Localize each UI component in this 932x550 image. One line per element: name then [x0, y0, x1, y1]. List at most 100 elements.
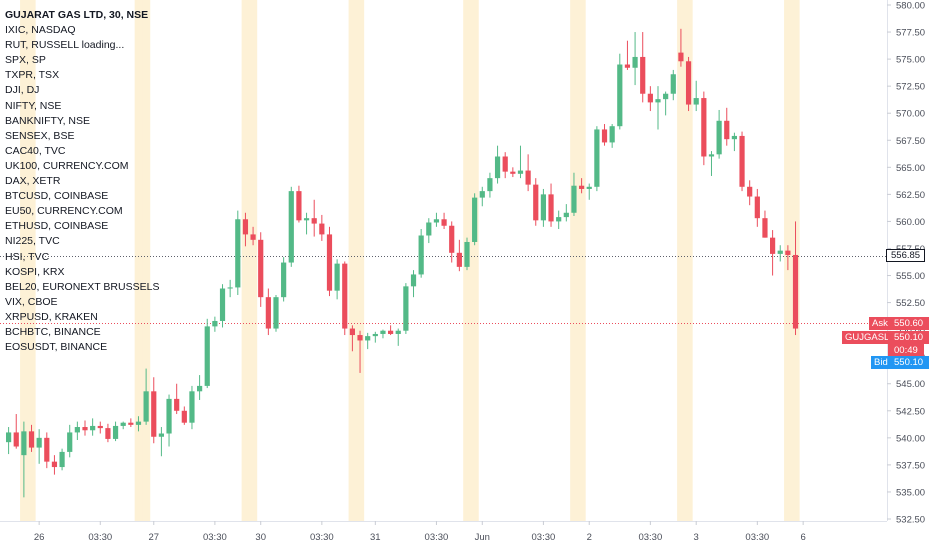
candle[interactable]: [380, 329, 386, 339]
candle[interactable]: [670, 69, 676, 101]
candle[interactable]: [693, 80, 699, 112]
candle[interactable]: [762, 210, 768, 238]
candle[interactable]: [510, 167, 516, 178]
candle[interactable]: [105, 423, 111, 443]
candle[interactable]: [624, 40, 631, 70]
candle[interactable]: [59, 448, 65, 471]
candle[interactable]: [395, 328, 401, 346]
candle[interactable]: [678, 28, 684, 67]
candle[interactable]: [525, 154, 531, 192]
candle[interactable]: [342, 261, 348, 336]
compare-symbol-item[interactable]: VIX, CBOE: [5, 295, 58, 308]
candle[interactable]: [258, 232, 264, 307]
candle[interactable]: [410, 270, 417, 298]
candle[interactable]: [403, 283, 409, 334]
candle[interactable]: [441, 212, 447, 229]
candle[interactable]: [365, 332, 371, 350]
candle[interactable]: [456, 239, 462, 272]
candle[interactable]: [319, 214, 325, 241]
candle[interactable]: [135, 416, 142, 432]
candle[interactable]: [716, 109, 722, 159]
candle[interactable]: [311, 199, 317, 237]
candle[interactable]: [326, 226, 333, 297]
candle[interactable]: [212, 316, 218, 332]
compare-symbol-item[interactable]: DJI, DJ: [5, 84, 40, 97]
candle[interactable]: [571, 172, 577, 217]
candle[interactable]: [349, 325, 355, 352]
candle[interactable]: [418, 228, 424, 278]
candle[interactable]: [6, 427, 12, 455]
compare-symbol-item[interactable]: BANKNIFTY, NSE: [5, 114, 90, 127]
candle[interactable]: [449, 221, 455, 263]
compare-symbol-item[interactable]: HSI, TVC: [5, 250, 50, 263]
candle[interactable]: [601, 124, 608, 146]
candle[interactable]: [303, 212, 310, 235]
time-axis[interactable]: 26 03:30 27 03:30 30 03:30 31 03:30 Jun 03:30 2 03:…: [34, 521, 806, 543]
candle[interactable]: [334, 259, 340, 300]
candle[interactable]: [502, 152, 508, 179]
candle[interactable]: [288, 186, 294, 267]
candle[interactable]: [82, 420, 88, 436]
compare-symbol-item[interactable]: NIFTY, NSE: [5, 99, 62, 112]
candle[interactable]: [90, 418, 96, 436]
candle[interactable]: [74, 421, 80, 441]
candle[interactable]: [273, 295, 279, 332]
candle[interactable]: [663, 91, 669, 116]
compare-symbol-item[interactable]: RUT, RUSSELL loading...: [5, 39, 125, 52]
candle[interactable]: [219, 284, 226, 328]
candle[interactable]: [357, 330, 363, 373]
candle[interactable]: [739, 131, 745, 192]
candle[interactable]: [487, 172, 493, 198]
compare-symbol-item[interactable]: NI225, TVC: [5, 235, 60, 248]
candle[interactable]: [51, 455, 58, 475]
candle[interactable]: [151, 377, 157, 444]
candle[interactable]: [242, 212, 249, 247]
candle[interactable]: [708, 151, 715, 176]
candle[interactable]: [426, 218, 432, 244]
compare-symbol-item[interactable]: DAX, XETR: [5, 175, 61, 188]
candle[interactable]: [143, 368, 149, 425]
candle[interactable]: [731, 132, 737, 152]
compare-symbol-item[interactable]: SENSEX, BSE: [5, 129, 75, 142]
candle[interactable]: [685, 56, 692, 112]
candle[interactable]: [128, 418, 134, 428]
compare-symbol-item[interactable]: EOSUSDT, BINANCE: [5, 341, 108, 354]
candle[interactable]: [97, 421, 103, 434]
candle[interactable]: [36, 429, 42, 464]
candle[interactable]: [174, 383, 180, 415]
compare-symbol-item[interactable]: EU50, CURRENCY.COM: [5, 205, 123, 218]
candle[interactable]: [296, 185, 302, 223]
candle[interactable]: [563, 204, 569, 222]
candle[interactable]: [479, 186, 485, 207]
candles[interactable]: [6, 28, 799, 498]
candle[interactable]: [770, 230, 776, 276]
candle[interactable]: [594, 126, 600, 192]
candle[interactable]: [120, 421, 126, 430]
compare-symbol-item[interactable]: ETHUSD, COINBASE: [5, 220, 109, 233]
candle[interactable]: [494, 145, 501, 184]
candle[interactable]: [227, 279, 233, 298]
candle[interactable]: [44, 432, 50, 469]
candle[interactable]: [197, 375, 203, 400]
main-symbol-title[interactable]: GUJARAT GAS LTD, 30, NSE: [5, 9, 149, 21]
candle[interactable]: [472, 193, 478, 246]
candle[interactable]: [579, 178, 585, 194]
candle[interactable]: [640, 32, 646, 103]
candle[interactable]: [181, 406, 187, 425]
compare-symbol-item[interactable]: UK100, CURRENCY.COM: [5, 159, 129, 172]
candle[interactable]: [281, 257, 287, 302]
candle[interactable]: [747, 180, 753, 206]
candle[interactable]: [556, 210, 562, 229]
candle[interactable]: [701, 91, 707, 166]
candle[interactable]: [166, 394, 172, 447]
candle[interactable]: [540, 188, 546, 227]
compare-symbol-item[interactable]: SPX, SP: [5, 54, 46, 67]
candle[interactable]: [189, 385, 195, 430]
compare-symbol-item[interactable]: XRPUSD, KRAKEN: [5, 310, 98, 323]
candle[interactable]: [372, 331, 378, 343]
candle[interactable]: [533, 178, 539, 226]
candle[interactable]: [647, 86, 653, 112]
compare-symbol-item[interactable]: BTCUSD, COINBASE: [5, 190, 109, 203]
compare-symbol-item[interactable]: BCHBTC, BINANCE: [5, 325, 101, 338]
